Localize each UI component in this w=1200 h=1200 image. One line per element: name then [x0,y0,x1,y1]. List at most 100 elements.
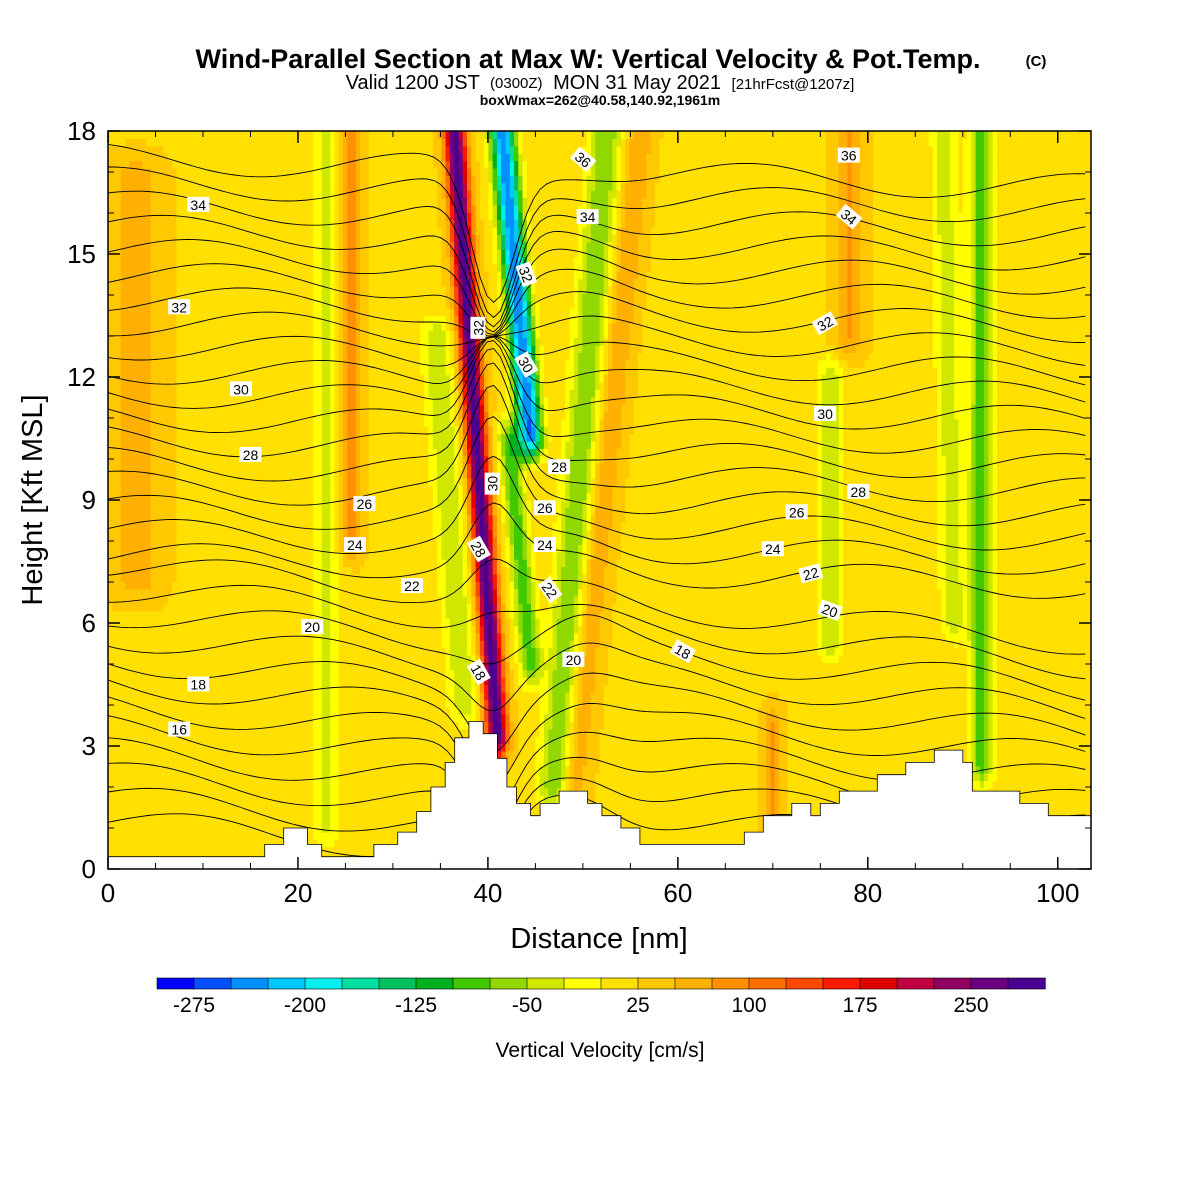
heatmap-cell [112,153,118,162]
heatmap-cell [125,750,130,759]
heatmap-cell [210,367,216,376]
heatmap-cell [146,610,152,619]
heatmap-cell [137,404,143,413]
heatmap-cell [300,153,306,162]
heatmap-cell [231,345,237,353]
heatmap-cell [184,411,190,420]
heatmap-cell [253,654,259,663]
heatmap-cell [202,662,207,671]
heatmap-cell [193,337,199,346]
heatmap-cell [180,322,186,331]
heatmap-cell [214,669,220,678]
heatmap-cell [287,330,293,339]
heatmap-cell [176,160,182,169]
heatmap-cell [214,263,220,272]
heatmap-cell [202,839,207,848]
heatmap-cell [236,315,242,324]
heatmap-cell [231,182,237,191]
heatmap-cell [274,426,280,435]
heatmap-cell [142,618,148,627]
heatmap-cell [150,758,156,767]
heatmap-cell [261,795,267,804]
heatmap-cell [240,802,246,811]
heatmap-cell [266,322,271,331]
heatmap-cell [210,278,216,287]
heatmap-cell [300,345,306,353]
heatmap-cell [193,507,199,516]
heatmap-cell [270,271,276,280]
heatmap-cell [304,714,310,722]
heatmap-cell [206,485,212,494]
heatmap-cell [296,817,301,826]
heatmap-cell [150,654,156,663]
heatmap-cell [155,507,160,516]
heatmap-cell [313,492,319,501]
heatmap-cell [116,153,122,162]
heatmap-cell [210,219,216,228]
heatmap-cell [150,138,156,147]
heatmap-cell [150,817,156,826]
heatmap-cell [120,345,126,353]
heatmap-cell [270,352,276,361]
heatmap-cell [261,470,267,479]
heatmap-cell [120,308,126,317]
heatmap-cell [155,167,160,176]
heatmap-cell [155,367,160,376]
heatmap-cell [227,404,233,413]
heatmap-cell [283,263,289,272]
heatmap-cell [155,559,160,568]
heatmap-cell [197,654,203,663]
heatmap-cell [155,536,160,545]
heatmap-cell [231,514,237,523]
heatmap-cell [287,182,293,191]
heatmap-cell [219,381,224,390]
heatmap-cell [146,559,152,568]
heatmap-cell [155,684,160,693]
heatmap-cell [172,662,177,671]
heatmap-cell [155,500,160,508]
heatmap-cell [266,536,271,545]
heatmap-cell [219,300,224,309]
heatmap-cell [304,780,310,789]
heatmap-cell [120,249,126,258]
heatmap-cell [116,463,122,472]
heatmap-cell [163,632,169,641]
heatmap-cell [296,345,301,353]
heatmap-cell [313,418,319,427]
heatmap-cell [180,544,186,553]
heatmap-cell [266,374,271,383]
heatmap-cell [300,773,306,782]
heatmap-cell [202,529,207,538]
heatmap-cell [155,315,160,324]
heatmap-cell [257,507,263,516]
heatmap-cell [202,463,207,472]
heatmap-cell [163,485,169,494]
heatmap-cell [172,559,177,568]
heatmap-cell [283,544,289,553]
heatmap-cell [176,470,182,479]
heatmap-cell [308,699,314,708]
heatmap-cell [133,758,139,767]
heatmap-cell [283,507,289,516]
heatmap-cell [116,625,122,634]
heatmap-cell [278,736,284,745]
heatmap-cell [146,249,152,258]
heatmap-cell [112,780,118,789]
heatmap-cell [197,824,203,833]
heatmap-cell [202,846,207,855]
heatmap-cell [125,381,130,390]
heatmap-cell [236,817,242,826]
heatmap-cell [236,706,242,715]
heatmap-cell [291,758,297,767]
heatmap-cell [257,559,263,568]
heatmap-cell [240,618,246,627]
heatmap-cell [142,714,148,722]
heatmap-cell [261,426,267,435]
heatmap-cell [227,595,233,604]
heatmap-cell [240,714,246,722]
heatmap-cell [274,204,280,213]
heatmap-cell [266,337,271,346]
heatmap-cell [172,699,177,708]
heatmap-cell [291,197,297,206]
heatmap-cell [176,832,182,841]
